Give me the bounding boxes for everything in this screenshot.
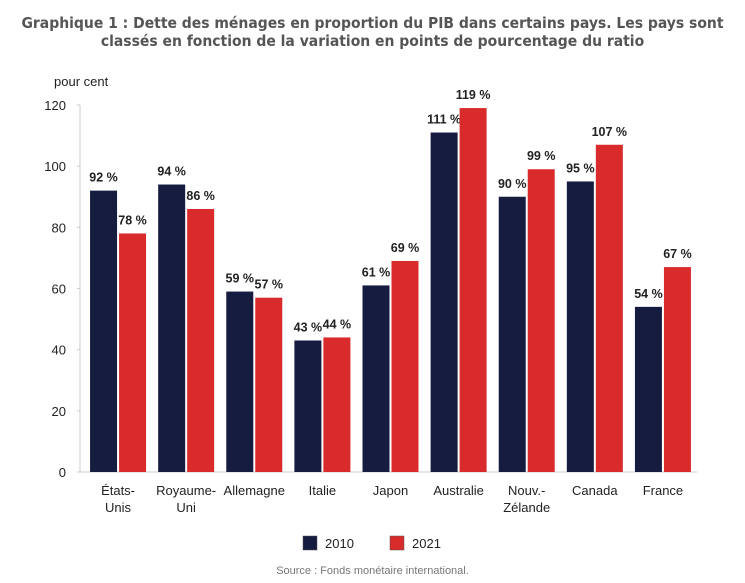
x-tick-label: Italie	[309, 483, 336, 498]
y-tick-label: 120	[44, 98, 66, 113]
legend-label: 2021	[412, 536, 441, 551]
y-tick-label: 0	[59, 465, 66, 480]
legend-swatch-2021	[389, 535, 405, 551]
data-label: 57 %	[255, 278, 284, 292]
chart-title: Graphique 1 : Dette des ménages en propo…	[0, 14, 745, 50]
data-label: 61 %	[362, 265, 391, 279]
data-label: 54 %	[634, 287, 663, 301]
data-label: 90 %	[498, 177, 527, 191]
x-tick-label: Japon	[373, 483, 408, 498]
x-tick-label: États-	[101, 483, 135, 498]
y-axis-label: pour cent	[54, 74, 109, 89]
bar-2010	[430, 132, 458, 472]
data-label: 111 %	[427, 113, 461, 127]
bar-2021	[187, 208, 215, 472]
source-note: Source : Fonds monétaire international.	[276, 565, 469, 577]
bar-2010	[90, 190, 118, 472]
legend-swatch-2010	[302, 535, 318, 551]
data-label: 86 %	[186, 189, 215, 203]
bar-2021	[595, 144, 623, 472]
bar-2021	[527, 169, 555, 472]
data-label: 94 %	[157, 165, 186, 179]
bar-2021	[663, 267, 691, 472]
y-tick-label: 60	[52, 282, 66, 297]
x-tick-label: Uni	[176, 500, 196, 515]
data-label: 107 %	[592, 125, 627, 139]
bar-2010	[158, 184, 186, 472]
y-tick-label: 20	[52, 404, 66, 419]
data-label: 95 %	[566, 161, 595, 175]
data-label: 44 %	[323, 317, 352, 331]
bar-2021	[119, 233, 147, 472]
data-label: 119 %	[456, 88, 491, 102]
title-line-1: Graphique 1 : Dette des ménages en propo…	[21, 14, 724, 32]
bar-2021	[391, 260, 419, 472]
data-label: 99 %	[527, 149, 556, 163]
x-tick-label: Unis	[105, 500, 132, 515]
data-label: 92 %	[89, 171, 118, 185]
x-tick-label: Zélande	[503, 500, 550, 515]
data-label: 59 %	[226, 272, 255, 286]
x-tick-label: Allemagne	[224, 483, 285, 498]
data-label: 43 %	[294, 320, 323, 334]
data-label: 67 %	[663, 247, 692, 261]
bar-2021	[323, 337, 351, 472]
y-tick-label: 40	[52, 343, 66, 358]
title-line-2: classés en fonction de la variation en p…	[100, 32, 645, 50]
y-tick-label: 100	[44, 159, 66, 174]
bar-2010	[498, 196, 526, 472]
bar-2010	[226, 291, 254, 472]
bar-2010	[566, 181, 594, 473]
x-tick-label: Canada	[572, 483, 618, 498]
legend-label: 2010	[325, 536, 354, 551]
bar-2010	[294, 340, 322, 472]
x-tick-label: Australie	[433, 483, 484, 498]
y-tick-label: 80	[52, 220, 66, 235]
x-tick-label: Royaume-	[156, 483, 216, 498]
bar-2010	[362, 285, 390, 472]
bar-2021	[255, 297, 283, 472]
x-tick-label: France	[643, 483, 683, 498]
bar-2010	[634, 306, 662, 472]
x-tick-label: Nouv.-	[508, 483, 545, 498]
data-label: 78 %	[118, 213, 147, 227]
data-label: 69 %	[391, 241, 420, 255]
bar-2021	[459, 108, 487, 472]
